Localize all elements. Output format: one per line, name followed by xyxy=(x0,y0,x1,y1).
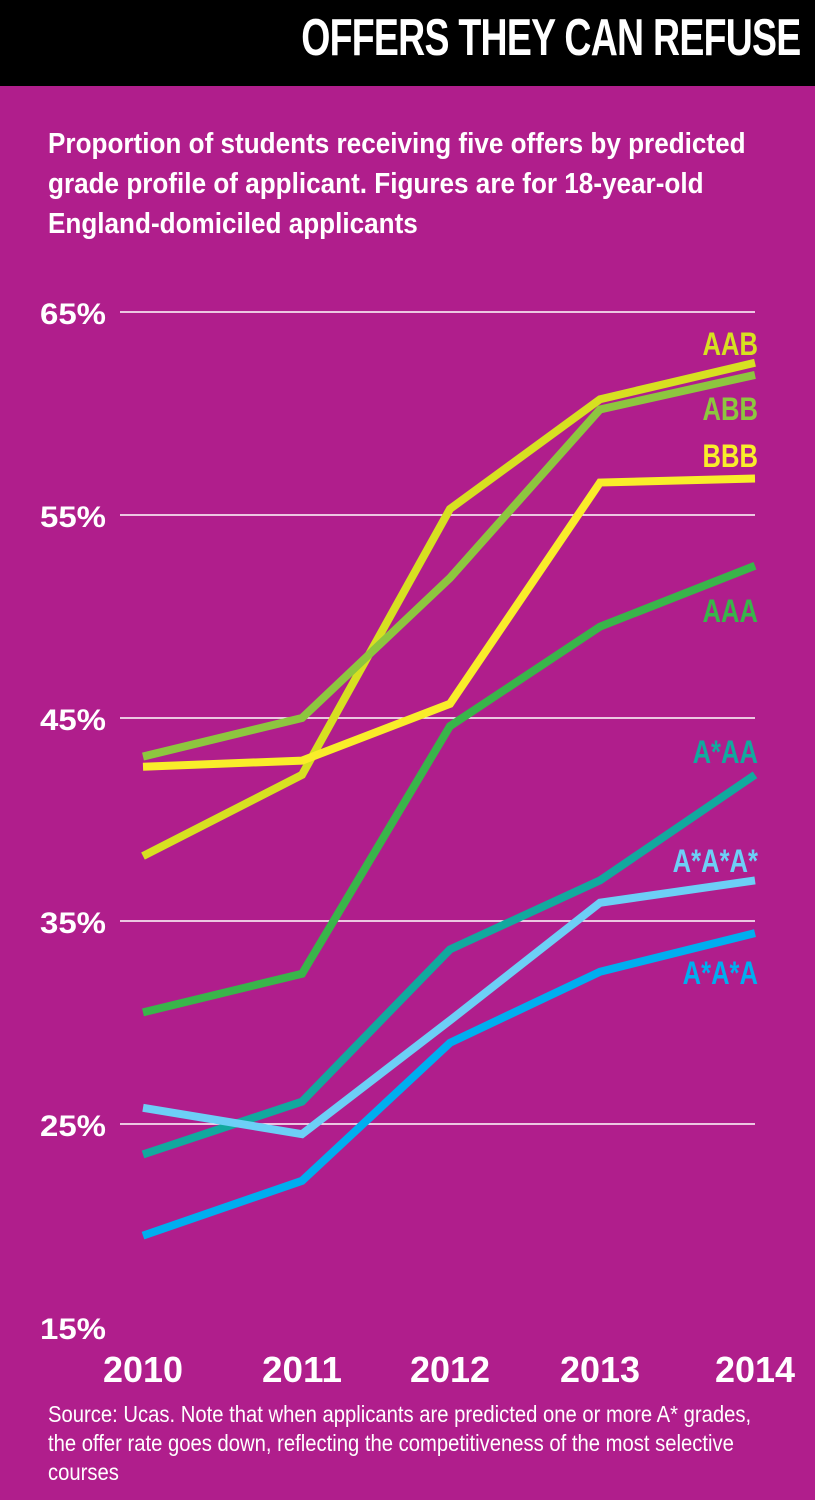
y-tick-label: 25% xyxy=(40,1110,106,1143)
y-tick-label: 55% xyxy=(40,501,106,534)
chart-title: OFFERS THEY CAN REFUSE xyxy=(301,9,802,67)
source-note: Source: Ucas. Note that when applicants … xyxy=(48,1401,752,1485)
x-tick-label: 2014 xyxy=(715,1349,795,1390)
series-line-aab xyxy=(141,358,756,860)
y-tick-label: 65% xyxy=(40,298,106,331)
series-line-astarastarastar xyxy=(142,876,756,1139)
x-tick-label: 2010 xyxy=(103,1349,183,1390)
line-chart: 65% 55% 45% 35% 25% 15%2010 2011 2012 2013 2014 AA… xyxy=(40,298,795,1390)
y-tick-label: 35% xyxy=(40,907,106,940)
series-label: A*A*A* xyxy=(673,844,759,879)
series-line-astaraa xyxy=(141,771,758,1159)
series-label: A*A*A xyxy=(683,956,758,991)
title-banner: OFFERS THEY CAN REFUSE xyxy=(0,0,815,86)
series-label: AAA xyxy=(703,594,759,629)
series-label: BBB xyxy=(703,439,758,474)
series-label: A*AA xyxy=(693,735,758,770)
series-label: ABB xyxy=(703,392,758,427)
y-tick-label: 45% xyxy=(40,704,106,737)
x-tick-label: 2012 xyxy=(410,1349,490,1390)
chart-subtitle: Proportion of students receiving five of… xyxy=(48,128,746,240)
series-label: AAB xyxy=(703,327,758,362)
x-tick-label: 2011 xyxy=(262,1349,342,1390)
y-tick-label: 15% xyxy=(40,1313,106,1346)
series-line-astarastara xyxy=(141,929,756,1240)
series-line-aaa xyxy=(142,562,757,1017)
x-tick-label: 2013 xyxy=(560,1349,640,1390)
